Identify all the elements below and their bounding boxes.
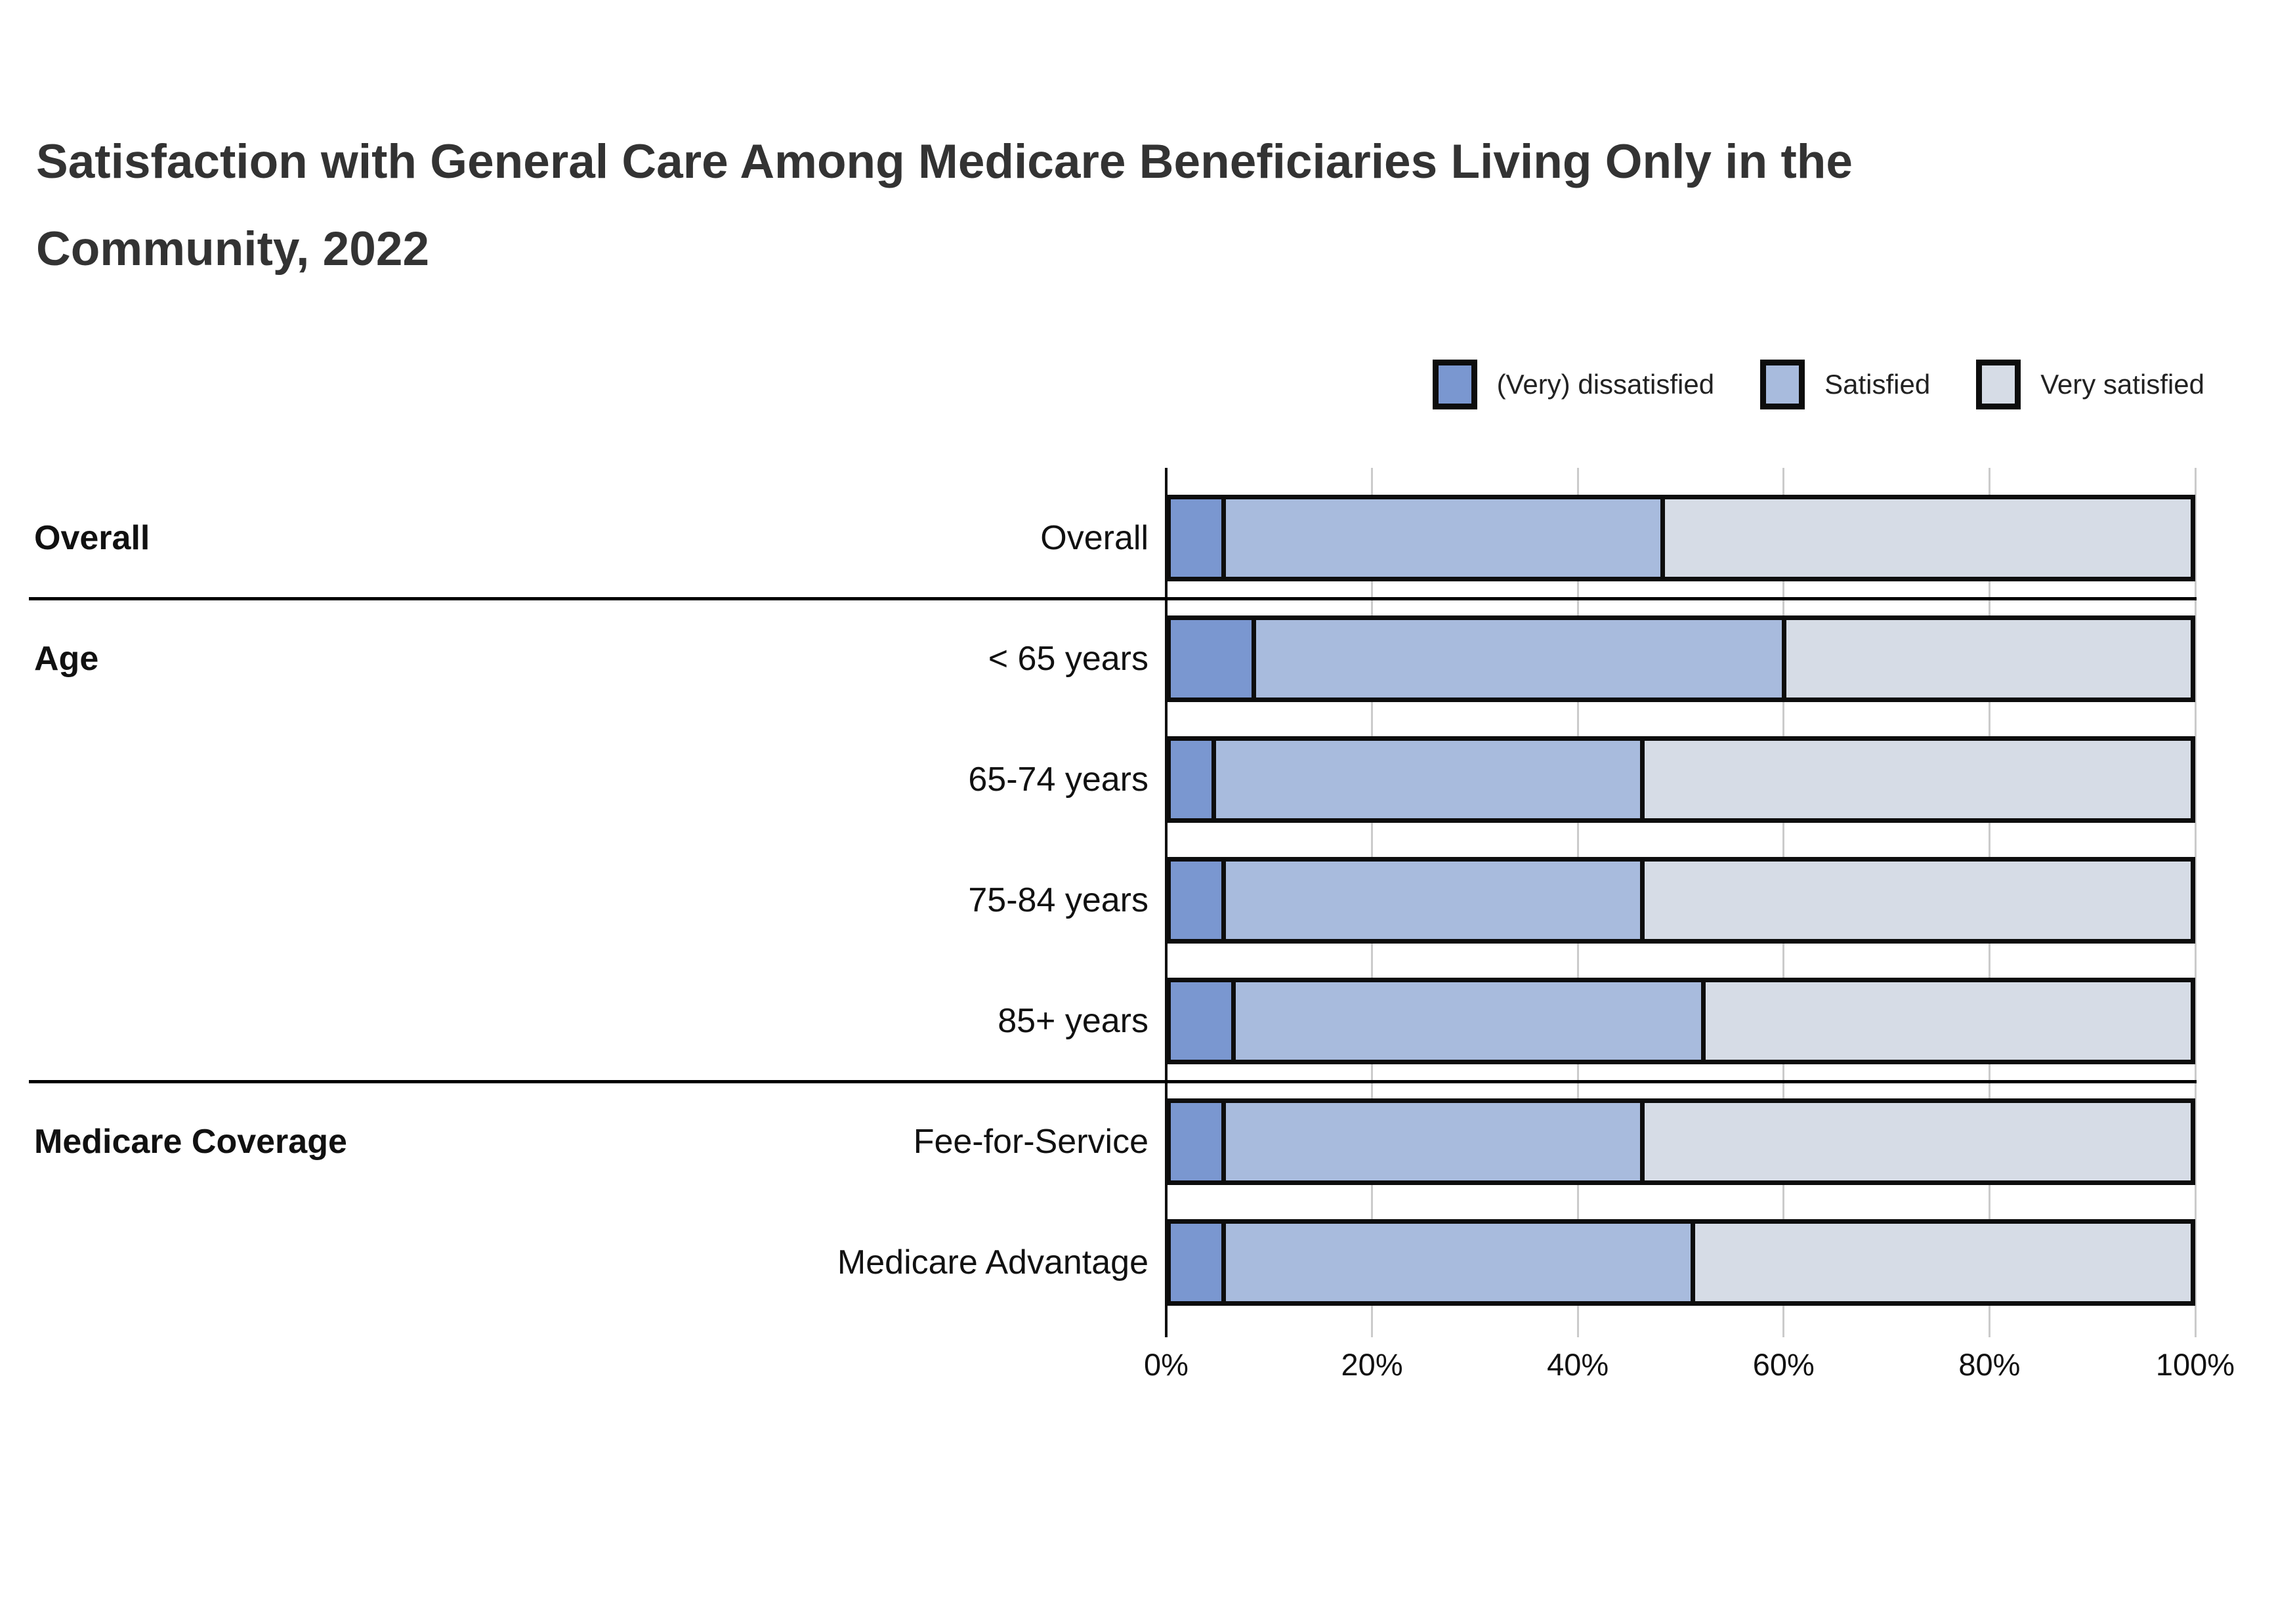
bar-segment--very-dissatisfied [1171, 862, 1226, 939]
bar-segment--very-dissatisfied [1171, 1103, 1226, 1180]
bar-segment-very-satisfied [1665, 499, 2191, 577]
chart-title-line-1: Satisfaction with General Care Among Med… [36, 135, 1853, 188]
category-label: Medicare Advantage [837, 1243, 1148, 1281]
bar-segment-very-satisfied [1786, 620, 2191, 697]
x-axis-tick-label: 40% [1547, 1347, 1609, 1382]
stacked-bar-medicare-advantage [1166, 1219, 2195, 1306]
group-label-medicare-coverage: Medicare Coverage [34, 1123, 347, 1161]
bar-segment-very-satisfied [1645, 1103, 2191, 1180]
bar-segment-satisfied [1236, 982, 1706, 1060]
stacked-bar-85-years [1166, 978, 2195, 1064]
bar-segment--very-dissatisfied [1171, 982, 1236, 1060]
stacked-bar-75-84-years [1166, 857, 2195, 944]
bar-segment--very-dissatisfied [1171, 1224, 1226, 1301]
legend-item: Very satisfied [1976, 360, 2204, 409]
bar-segment--very-dissatisfied [1171, 499, 1226, 577]
category-label: 85+ years [998, 1002, 1148, 1040]
group-separator-line [29, 1080, 2197, 1083]
stacked-bar-overall [1166, 495, 2195, 581]
x-axis-tick-label: 20% [1341, 1347, 1403, 1382]
x-axis-tick-label: 0% [1144, 1347, 1189, 1382]
stacked-bar-fee-for-service [1166, 1098, 2195, 1185]
bar-segment-satisfied [1226, 1224, 1696, 1301]
x-axis-tick-label: 80% [1958, 1347, 2021, 1382]
legend-item: (Very) dissatisfied [1432, 360, 1715, 409]
bar-segment-satisfied [1226, 862, 1645, 939]
bar-segment-very-satisfied [1645, 741, 2191, 818]
group-label-overall: Overall [34, 519, 150, 557]
bar-segment-satisfied [1226, 1103, 1645, 1180]
legend: (Very) dissatisfied Satisfied Very satisfi… [1432, 360, 2204, 409]
chart-title-line-2: Community, 2022 [36, 222, 430, 276]
legend-swatch-icon [1760, 360, 1805, 409]
bar-segment-satisfied [1256, 620, 1786, 697]
category-label: Overall [1040, 519, 1148, 557]
x-axis-tick-label: 100% [2155, 1347, 2235, 1382]
category-label: < 65 years [988, 640, 1148, 678]
group-label-age: Age [34, 640, 99, 678]
bar-segment-satisfied [1226, 499, 1666, 577]
gridline [2194, 468, 2197, 1337]
legend-label: Very satisfied [2040, 369, 2204, 400]
legend-label: (Very) dissatisfied [1496, 369, 1715, 400]
bar-segment-very-satisfied [1695, 1224, 2191, 1301]
category-label: 75-84 years [968, 881, 1148, 919]
bar-segment-very-satisfied [1645, 862, 2191, 939]
legend-swatch-icon [1432, 360, 1477, 409]
legend-swatch-icon [1976, 360, 2021, 409]
legend-item: Satisfied [1760, 360, 1930, 409]
legend-label: Satisfied [1824, 369, 1931, 400]
bar-segment-satisfied [1215, 741, 1645, 818]
group-separator-line [29, 597, 2197, 600]
bar-segment-very-satisfied [1705, 982, 2191, 1060]
category-label: Fee-for-Service [913, 1123, 1148, 1161]
bar-segment--very-dissatisfied [1171, 620, 1257, 697]
bar-segment--very-dissatisfied [1171, 741, 1216, 818]
stacked-bar-65-74-years [1166, 736, 2195, 823]
category-label: 65-74 years [968, 760, 1148, 799]
x-axis-tick-label: 60% [1752, 1347, 1815, 1382]
stacked-bar--65-years [1166, 615, 2195, 702]
